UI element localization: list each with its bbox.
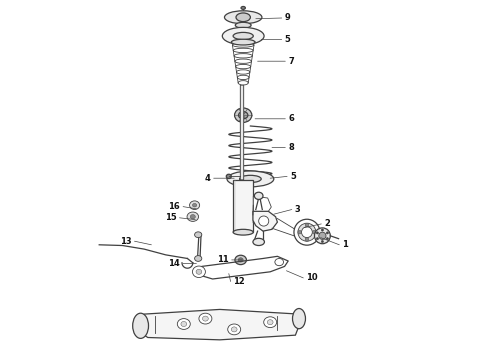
- Ellipse shape: [312, 230, 316, 234]
- Polygon shape: [253, 196, 271, 212]
- Ellipse shape: [234, 54, 252, 58]
- Ellipse shape: [237, 75, 249, 80]
- Ellipse shape: [321, 240, 323, 243]
- Ellipse shape: [226, 174, 231, 179]
- Polygon shape: [233, 180, 253, 232]
- Ellipse shape: [239, 112, 248, 119]
- Ellipse shape: [235, 108, 252, 122]
- Text: 7: 7: [288, 57, 294, 66]
- Ellipse shape: [193, 266, 205, 278]
- Ellipse shape: [237, 70, 250, 74]
- Ellipse shape: [321, 229, 323, 231]
- Ellipse shape: [236, 64, 251, 69]
- Ellipse shape: [238, 258, 243, 262]
- Text: 5: 5: [285, 35, 291, 44]
- Text: 15: 15: [165, 213, 176, 222]
- Ellipse shape: [275, 258, 284, 266]
- Ellipse shape: [298, 223, 316, 241]
- Ellipse shape: [301, 227, 312, 238]
- Text: 16: 16: [169, 202, 180, 211]
- Text: 6: 6: [288, 114, 294, 123]
- Ellipse shape: [235, 22, 251, 28]
- Ellipse shape: [195, 232, 202, 238]
- Polygon shape: [253, 211, 277, 231]
- Ellipse shape: [195, 256, 202, 261]
- Ellipse shape: [235, 255, 246, 265]
- Ellipse shape: [235, 59, 251, 63]
- Ellipse shape: [228, 324, 241, 335]
- Ellipse shape: [224, 11, 262, 24]
- Text: 1: 1: [342, 240, 348, 249]
- Ellipse shape: [326, 238, 328, 240]
- Ellipse shape: [268, 320, 273, 325]
- Ellipse shape: [294, 219, 320, 245]
- Text: 3: 3: [294, 205, 300, 214]
- Polygon shape: [240, 85, 243, 179]
- Ellipse shape: [222, 27, 264, 45]
- Ellipse shape: [236, 13, 250, 22]
- Polygon shape: [141, 309, 299, 340]
- Ellipse shape: [190, 201, 199, 210]
- Text: 14: 14: [169, 259, 180, 268]
- Ellipse shape: [193, 203, 197, 207]
- Ellipse shape: [227, 171, 274, 187]
- Ellipse shape: [187, 212, 198, 221]
- Ellipse shape: [190, 215, 196, 219]
- Text: 4: 4: [205, 174, 211, 183]
- Text: 11: 11: [217, 256, 229, 264]
- Ellipse shape: [181, 321, 187, 327]
- Text: 2: 2: [324, 219, 330, 228]
- Text: 13: 13: [120, 237, 132, 246]
- Ellipse shape: [231, 327, 237, 332]
- Ellipse shape: [254, 192, 263, 199]
- Ellipse shape: [202, 316, 208, 321]
- Ellipse shape: [305, 238, 309, 241]
- Text: 12: 12: [233, 277, 245, 286]
- Text: 5: 5: [290, 172, 296, 181]
- Ellipse shape: [326, 232, 328, 234]
- Text: 9: 9: [285, 13, 291, 22]
- Ellipse shape: [233, 229, 253, 235]
- Ellipse shape: [233, 48, 253, 53]
- Ellipse shape: [233, 32, 253, 40]
- Ellipse shape: [199, 313, 212, 324]
- Ellipse shape: [231, 39, 255, 45]
- Ellipse shape: [319, 232, 326, 239]
- Text: 8: 8: [288, 143, 294, 152]
- Ellipse shape: [305, 223, 309, 227]
- Ellipse shape: [317, 238, 318, 240]
- Ellipse shape: [196, 269, 202, 274]
- Ellipse shape: [240, 175, 261, 183]
- Ellipse shape: [317, 232, 318, 234]
- Ellipse shape: [177, 319, 190, 329]
- Text: 10: 10: [306, 274, 318, 282]
- Ellipse shape: [241, 6, 245, 9]
- Ellipse shape: [232, 43, 254, 47]
- Ellipse shape: [253, 238, 265, 246]
- Ellipse shape: [264, 317, 277, 328]
- Ellipse shape: [315, 228, 330, 244]
- Ellipse shape: [238, 81, 248, 85]
- Ellipse shape: [293, 309, 305, 329]
- Ellipse shape: [133, 313, 148, 338]
- Ellipse shape: [298, 230, 301, 234]
- Ellipse shape: [259, 216, 269, 226]
